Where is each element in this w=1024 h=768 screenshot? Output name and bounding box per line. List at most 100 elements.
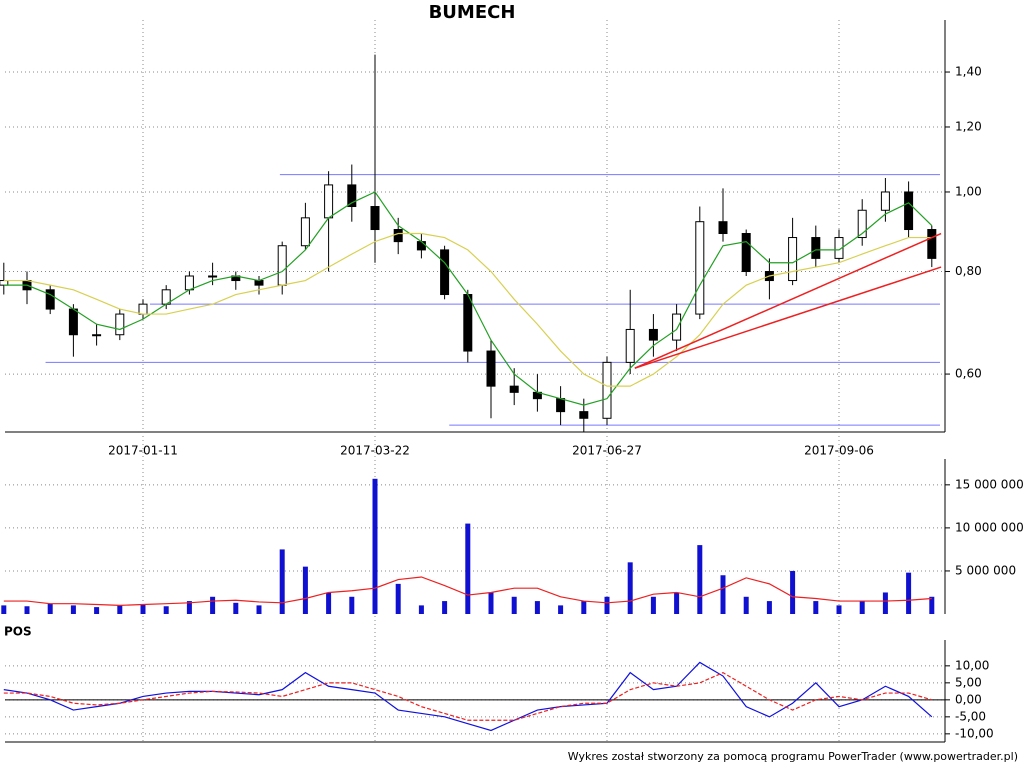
y-tick-label: 15 000 000	[955, 477, 1024, 491]
x-tick-label: 2017-01-11	[108, 444, 178, 458]
line	[3, 191, 933, 406]
bar	[488, 592, 494, 614]
bar	[720, 575, 726, 614]
y-tick-label: -5,00	[955, 709, 986, 723]
line	[3, 671, 932, 721]
bar	[813, 601, 819, 614]
bar	[906, 572, 912, 614]
bar	[326, 592, 332, 614]
bar	[94, 607, 100, 614]
candle-body	[904, 191, 914, 231]
chart-title: BUMECH	[429, 2, 516, 23]
bar	[24, 606, 30, 614]
bar	[511, 596, 517, 614]
candle-body	[68, 308, 78, 336]
candle-body	[115, 313, 125, 336]
candle-body	[92, 334, 102, 337]
y-tick-label: 10 000 000	[955, 520, 1024, 534]
candle-body	[393, 229, 403, 243]
candle-body	[184, 275, 194, 291]
candle-body	[741, 233, 751, 273]
x-tick-label: 2017-03-22	[340, 444, 410, 458]
candle-body	[648, 328, 658, 341]
bar	[302, 566, 308, 614]
bar	[163, 606, 169, 614]
y-tick-label: 5,00	[955, 675, 982, 689]
bar	[558, 605, 564, 614]
y-tick-label: 5 000 000	[955, 563, 1016, 577]
bar	[766, 601, 772, 614]
bar	[70, 605, 76, 614]
y-tick-label: 1,40	[955, 65, 982, 79]
candle-body	[208, 275, 218, 278]
bar	[650, 596, 656, 614]
bar	[210, 596, 216, 614]
candle-body	[579, 411, 589, 419]
trend-line	[634, 266, 942, 369]
candle-body	[857, 209, 867, 239]
bar	[233, 602, 239, 614]
y-tick-label: 10,00	[955, 658, 989, 672]
bar	[581, 601, 587, 614]
line	[3, 661, 933, 732]
candle-body	[0, 280, 9, 286]
y-tick-label: 0,80	[955, 264, 982, 278]
candle-body	[440, 249, 450, 296]
candle-body	[416, 241, 426, 251]
bar	[349, 596, 355, 614]
bar	[743, 596, 749, 614]
candle-body	[602, 361, 612, 419]
bar	[465, 523, 471, 614]
candle-body	[300, 217, 310, 247]
candle-body	[509, 385, 519, 393]
panel-title: POS	[4, 625, 32, 639]
candle-body	[880, 191, 890, 211]
bar	[604, 596, 610, 614]
bar	[859, 601, 865, 614]
x-tick-label: 2017-09-06	[804, 444, 874, 458]
candle-body	[672, 313, 682, 341]
bar	[279, 549, 285, 614]
bar	[47, 603, 53, 614]
candle-body	[463, 294, 473, 352]
y-tick-label: 1,00	[955, 184, 982, 198]
candle-body	[695, 221, 705, 315]
bar	[836, 605, 842, 614]
line	[3, 576, 932, 606]
bar	[372, 478, 378, 614]
candle-body	[370, 206, 380, 231]
bar	[117, 605, 123, 614]
x-tick-label: 2017-06-27	[572, 444, 642, 458]
bar	[534, 601, 540, 614]
trend-line	[634, 232, 942, 369]
bar	[140, 604, 146, 614]
bar	[674, 592, 680, 614]
candle-body	[486, 350, 496, 387]
candle-body	[45, 289, 55, 310]
bar	[697, 545, 703, 614]
bar	[395, 583, 401, 614]
candle-body	[811, 237, 821, 259]
candle-body	[254, 280, 264, 286]
candle-body	[788, 237, 798, 282]
line	[3, 232, 932, 387]
y-tick-label: -10,00	[955, 726, 994, 740]
bar	[929, 596, 935, 614]
bar	[442, 601, 448, 614]
bar	[627, 562, 633, 614]
candle-body	[927, 229, 937, 259]
candle-body	[138, 303, 148, 315]
bar	[418, 605, 424, 614]
footer: Wykres został stworzony za pomocą progra…	[568, 750, 1018, 763]
candle-body	[556, 398, 566, 413]
candle-body	[277, 245, 287, 286]
y-tick-label: 0,00	[955, 692, 982, 706]
y-tick-label: 1,20	[955, 119, 982, 133]
bar	[186, 601, 192, 614]
candle-body	[324, 184, 334, 219]
y-tick-label: 0,60	[955, 367, 982, 381]
candle-body	[718, 221, 728, 235]
bar	[1, 605, 7, 614]
